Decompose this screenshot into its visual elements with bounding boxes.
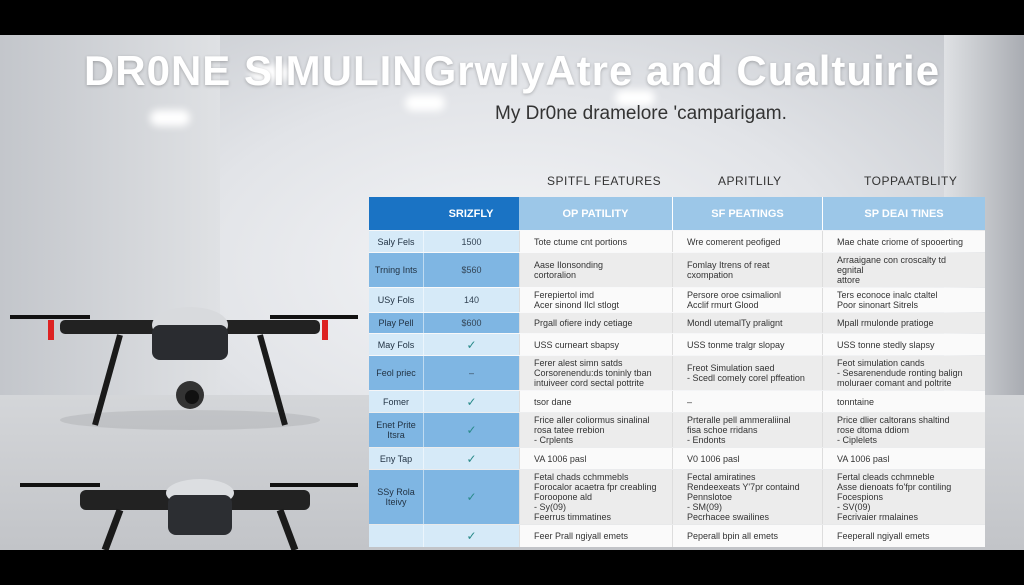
header-cell: OP PATILITY xyxy=(519,197,672,230)
feature-cell: tsor dane xyxy=(519,391,672,412)
table-row: Play Pell $600 Prgall ofiere indy cetiag… xyxy=(369,312,985,333)
row-label: Eny Tap xyxy=(369,448,423,469)
table-row: Trning Ints $560 Aase Ilonsonding cortor… xyxy=(369,252,985,287)
drone-illustrations xyxy=(10,307,358,550)
feature-cell: Mondl utemalTy pralignt xyxy=(672,313,822,333)
feature-cell: Fectal amiratines Rendeexeats Y'7pr cont… xyxy=(672,470,822,524)
row-value: 1500 xyxy=(423,231,519,252)
feature-cell: – xyxy=(672,391,822,412)
table-row: Feol priec – Ferer alest simn satds Cors… xyxy=(369,355,985,390)
header-cell: SP DEAI TINES xyxy=(822,197,985,230)
row-label: Trning Ints xyxy=(369,253,423,287)
check-icon: ✓ xyxy=(423,470,519,524)
feature-cell: Prgall ofiere indy cetiage xyxy=(519,313,672,333)
background-scene: DR0NE SIMULINGrwlyAtre and Cualtuirie My… xyxy=(0,35,1024,550)
table-row: Eny Tap ✓ VA 1006 pasl V0 1006 pasl VA 1… xyxy=(369,447,985,469)
feature-cell: VA 1006 pasl xyxy=(822,448,985,469)
feature-cell: Mae chate criome of spooerting xyxy=(822,231,985,252)
feature-cell: Feeperall ngiyall emets xyxy=(822,525,985,547)
check-icon: ✓ xyxy=(423,391,519,412)
feature-cell: Aase Ilonsonding cortoralion xyxy=(519,253,672,287)
check-icon: ✓ xyxy=(423,525,519,547)
ceiling-light xyxy=(150,110,190,126)
feature-cell: Ferer alest simn satds Corsorenendu:ds t… xyxy=(519,356,672,390)
feature-cell: Feer Prall ngiyall emets xyxy=(519,525,672,547)
column-group-label: APRITLILY xyxy=(718,174,782,188)
feature-cell: USS tonne stedly slapsy xyxy=(822,334,985,355)
comparison-table: SRIZFLY OP PATILITY SF PEATINGS SP DEAI … xyxy=(369,197,985,547)
row-value: $560 xyxy=(423,253,519,287)
header-cell: SRIZFLY xyxy=(423,197,519,230)
feature-cell: V0 1006 pasl xyxy=(672,448,822,469)
row-label: Saly Fels xyxy=(369,231,423,252)
feature-cell: Ferepiertol imd Acer sinond Ilcl stlogt xyxy=(519,288,672,312)
table-row: ✓ Feer Prall ngiyall emets Peperall bpin… xyxy=(369,524,985,547)
feature-cell: Prteralle pell ammeraliinal fisa schoe r… xyxy=(672,413,822,447)
table-row: May Fols ✓ USS curneart sbapsy USS tonme… xyxy=(369,333,985,355)
ceiling-light xyxy=(250,65,290,81)
check-icon: ✓ xyxy=(423,448,519,469)
feature-cell: Fomlay Itrens of reat cxompation xyxy=(672,253,822,287)
row-label: Feol priec xyxy=(369,356,423,390)
row-label: SSy Rola Iteivy xyxy=(369,470,423,524)
page-title: DR0NE SIMULINGrwlyAtre and Cualtuirie xyxy=(83,47,941,94)
feature-cell: Fertal cleads cchmneble Asse dienoats fo… xyxy=(822,470,985,524)
feature-cell: VA 1006 pasl xyxy=(519,448,672,469)
feature-cell: Freot Simulation saed - Scedl comely cor… xyxy=(672,356,822,390)
row-label: Enet Prite Itsra xyxy=(369,413,423,447)
table-row: Fomer ✓ tsor dane – tonntaine xyxy=(369,390,985,412)
header-cell: SF PEATINGS xyxy=(672,197,822,230)
row-label xyxy=(369,525,423,547)
feature-cell: Arraaigane con croscalty td egnital atto… xyxy=(822,253,985,287)
table-row: Enet Prite Itsra ✓ Frice aller coliormus… xyxy=(369,412,985,447)
feature-cell: Price dlier caltorans shaltind rose dtom… xyxy=(822,413,985,447)
row-label: Fomer xyxy=(369,391,423,412)
feature-cell: Frice aller coliormus sinalinal rosa tat… xyxy=(519,413,672,447)
row-value: – xyxy=(423,356,519,390)
feature-cell: Feot simulation cands - Sesarenendude ro… xyxy=(822,356,985,390)
column-group-label: TOPPAATBLITY xyxy=(864,174,958,188)
feature-cell: Persore oroe csimalionl Acclif rmurt Glo… xyxy=(672,288,822,312)
page-subtitle: My Dr0ne dramelore 'camparigam. xyxy=(495,103,787,124)
drone-top xyxy=(10,307,358,430)
feature-cell: Peperall bpin all emets xyxy=(672,525,822,547)
header-cell xyxy=(369,197,423,230)
drone-bottom xyxy=(20,479,358,550)
table-row: USy Fols 140 Ferepiertol imd Acer sinond… xyxy=(369,287,985,312)
check-icon: ✓ xyxy=(423,334,519,355)
column-group-label: SPITFL FEATURES xyxy=(547,174,662,188)
feature-cell: Fetal chads cchmmebls Forocalor acaetra … xyxy=(519,470,672,524)
feature-cell: Ters econoce inalc ctaltel Poor sinonart… xyxy=(822,288,985,312)
check-icon: ✓ xyxy=(423,413,519,447)
row-label: May Fols xyxy=(369,334,423,355)
feature-cell: tonntaine xyxy=(822,391,985,412)
row-value: $600 xyxy=(423,313,519,333)
table-body: Saly Fels 1500 Tote ctume cnt portions W… xyxy=(369,230,985,547)
feature-cell: USS curneart sbapsy xyxy=(519,334,672,355)
feature-cell: Wre comerent peofiged xyxy=(672,231,822,252)
row-label: USy Fols xyxy=(369,288,423,312)
feature-cell: Tote ctume cnt portions xyxy=(519,231,672,252)
row-label: Play Pell xyxy=(369,313,423,333)
table-row: SSy Rola Iteivy ✓ Fetal chads cchmmebls … xyxy=(369,469,985,524)
table-row: Saly Fels 1500 Tote ctume cnt portions W… xyxy=(369,230,985,252)
row-value: 140 xyxy=(423,288,519,312)
feature-cell: Mpall rmulonde pratioge xyxy=(822,313,985,333)
ceiling-light xyxy=(615,90,655,106)
table-header: SRIZFLY OP PATILITY SF PEATINGS SP DEAI … xyxy=(369,197,985,230)
ceiling-light xyxy=(405,95,445,111)
feature-cell: USS tonme tralgr slopay xyxy=(672,334,822,355)
